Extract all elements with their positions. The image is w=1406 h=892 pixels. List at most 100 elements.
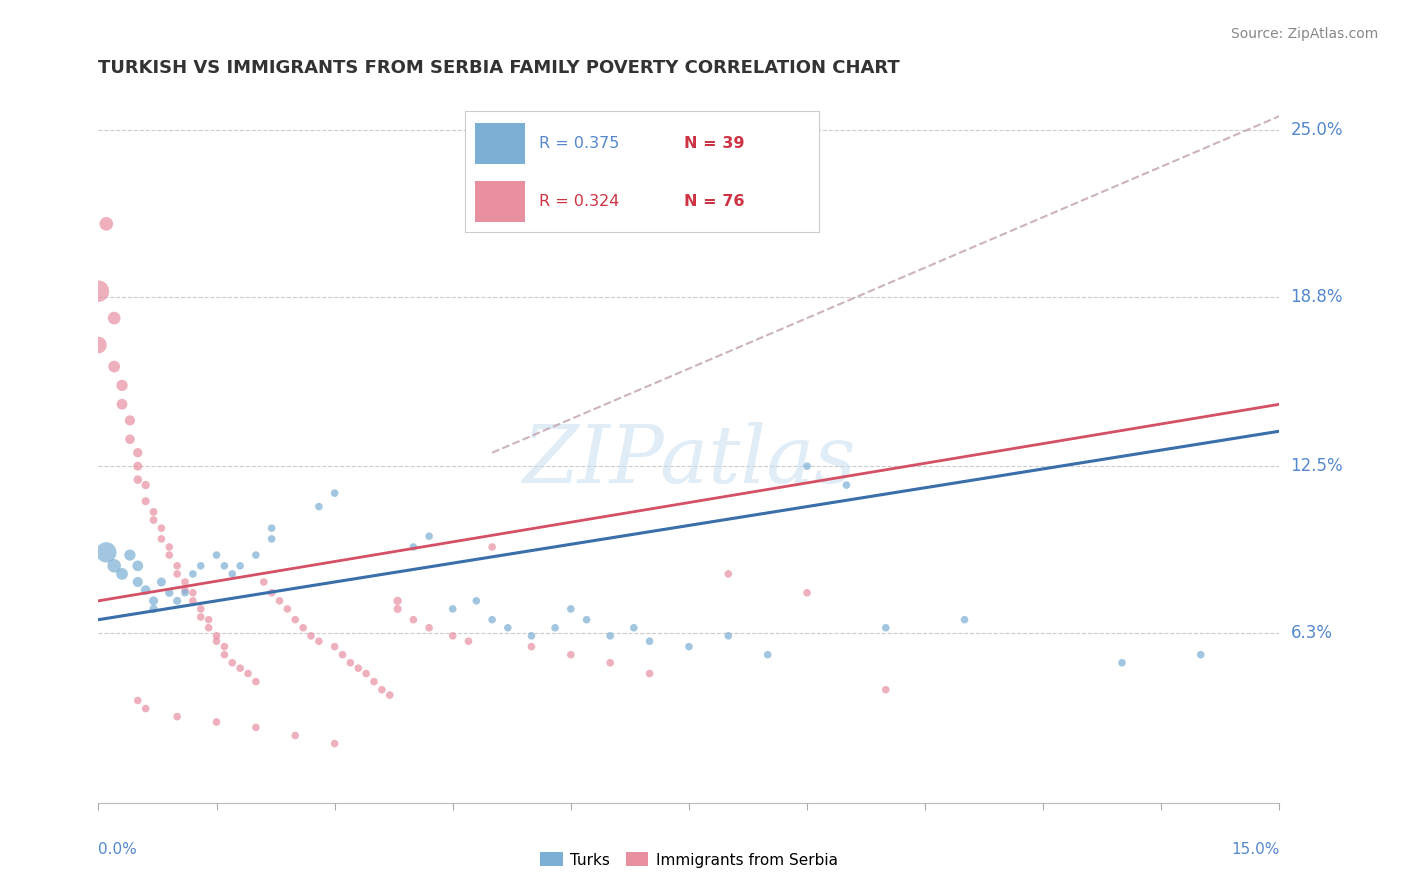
Point — [599, 629, 621, 643]
Point — [260, 586, 283, 600]
Point — [150, 521, 173, 535]
Point — [299, 629, 322, 643]
Point — [127, 473, 149, 487]
Point — [245, 548, 267, 562]
Point — [127, 574, 149, 589]
Point — [520, 640, 543, 654]
Point — [214, 558, 236, 573]
Point — [378, 688, 401, 702]
Point — [174, 574, 197, 589]
Point — [796, 586, 818, 600]
Point — [465, 594, 488, 608]
Point — [260, 521, 283, 535]
Point — [481, 613, 503, 627]
Point — [118, 432, 141, 446]
Point — [717, 629, 740, 643]
Text: 0.0%: 0.0% — [98, 842, 138, 856]
Point — [135, 701, 157, 715]
Point — [214, 648, 236, 662]
Point — [599, 656, 621, 670]
Point — [418, 529, 440, 543]
Point — [103, 359, 125, 374]
Point — [245, 720, 267, 734]
Point — [142, 602, 165, 616]
Point — [190, 610, 212, 624]
Point — [332, 648, 354, 662]
Point — [1111, 656, 1133, 670]
Point — [560, 602, 582, 616]
Point — [205, 629, 228, 643]
Point — [166, 594, 188, 608]
Point — [236, 666, 259, 681]
Point — [190, 558, 212, 573]
Point — [166, 558, 188, 573]
Point — [181, 594, 204, 608]
Point — [166, 709, 188, 723]
Text: TURKISH VS IMMIGRANTS FROM SERBIA FAMILY POVERTY CORRELATION CHART: TURKISH VS IMMIGRANTS FROM SERBIA FAMILY… — [98, 59, 900, 77]
Point — [875, 621, 897, 635]
Point — [127, 693, 149, 707]
Point — [496, 621, 519, 635]
Point — [347, 661, 370, 675]
Point — [229, 661, 252, 675]
Point — [127, 446, 149, 460]
Point — [796, 459, 818, 474]
Point — [96, 545, 118, 559]
Point — [371, 682, 394, 697]
Point — [135, 583, 157, 598]
Point — [544, 621, 567, 635]
Point — [245, 674, 267, 689]
Point — [118, 548, 141, 562]
Point — [875, 682, 897, 697]
Point — [87, 338, 110, 352]
Point — [127, 558, 149, 573]
Text: Source: ZipAtlas.com: Source: ZipAtlas.com — [1230, 27, 1378, 41]
Point — [441, 602, 464, 616]
Point — [623, 621, 645, 635]
Point — [142, 505, 165, 519]
Point — [835, 478, 858, 492]
Point — [135, 494, 157, 508]
Point — [150, 532, 173, 546]
Point — [174, 586, 197, 600]
Point — [387, 602, 409, 616]
Point — [181, 586, 204, 600]
Point — [354, 666, 377, 681]
Point — [1189, 648, 1212, 662]
Point — [276, 602, 298, 616]
Point — [560, 648, 582, 662]
Point — [205, 714, 228, 729]
Legend: Turks, Immigrants from Serbia: Turks, Immigrants from Serbia — [534, 847, 844, 873]
Point — [260, 532, 283, 546]
Point — [323, 486, 346, 500]
Point — [197, 621, 219, 635]
Point — [441, 629, 464, 643]
Point — [103, 311, 125, 326]
Point — [166, 566, 188, 581]
Point — [953, 613, 976, 627]
Text: ZIPatlas: ZIPatlas — [522, 422, 856, 499]
Point — [142, 513, 165, 527]
Point — [339, 656, 361, 670]
Point — [717, 566, 740, 581]
Point — [678, 640, 700, 654]
Point — [457, 634, 479, 648]
Point — [481, 540, 503, 554]
Text: 6.3%: 6.3% — [1291, 624, 1333, 642]
Text: 25.0%: 25.0% — [1291, 120, 1343, 138]
Point — [308, 500, 330, 514]
Point — [323, 737, 346, 751]
Point — [214, 640, 236, 654]
Point — [229, 558, 252, 573]
Point — [418, 621, 440, 635]
Point — [157, 586, 180, 600]
Point — [221, 566, 243, 581]
Point — [205, 634, 228, 648]
Point — [181, 566, 204, 581]
Point — [103, 558, 125, 573]
Point — [87, 284, 110, 298]
Point — [127, 459, 149, 474]
Point — [111, 378, 134, 392]
Point — [205, 548, 228, 562]
Point — [174, 583, 197, 598]
